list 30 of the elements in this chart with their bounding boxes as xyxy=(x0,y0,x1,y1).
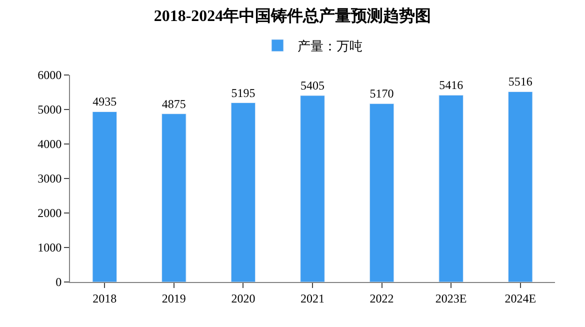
x-tick-label: 2018 xyxy=(92,291,117,306)
x-tick-label: 2022 xyxy=(370,291,394,306)
data-label: 5516 xyxy=(508,74,532,89)
y-tick-label: 3000 xyxy=(38,172,62,186)
data-label: 4935 xyxy=(92,94,117,109)
data-label: 5416 xyxy=(439,78,464,92)
y-tick-label: 4000 xyxy=(38,137,62,152)
y-tick-label: 6000 xyxy=(38,68,62,82)
y-tick-label: 1000 xyxy=(38,240,62,255)
data-label: 5405 xyxy=(300,78,325,93)
bar xyxy=(162,114,186,282)
y-tick-label: 0 xyxy=(56,275,62,290)
legend-label: 产量：万吨 xyxy=(298,38,362,54)
data-label: 4875 xyxy=(162,96,186,111)
bar xyxy=(508,91,533,282)
bar xyxy=(369,103,394,282)
bar xyxy=(438,94,464,282)
x-tick-label: 2023E xyxy=(435,291,467,306)
bar xyxy=(230,102,256,282)
data-label: 5170 xyxy=(370,86,394,101)
x-tick-label: 2020 xyxy=(231,291,256,306)
chart-title: 2018-2024年中国铸件总产量预测趋势图 xyxy=(154,7,432,26)
data-label: 5195 xyxy=(231,86,256,100)
x-tick-label: 2024E xyxy=(504,291,536,306)
bar xyxy=(300,95,325,282)
y-tick-label: 5000 xyxy=(38,102,62,117)
y-tick-label: 2000 xyxy=(38,206,62,220)
x-tick-label: 2021 xyxy=(300,291,324,306)
x-tick-label: 2019 xyxy=(162,291,186,306)
bar xyxy=(92,111,118,282)
